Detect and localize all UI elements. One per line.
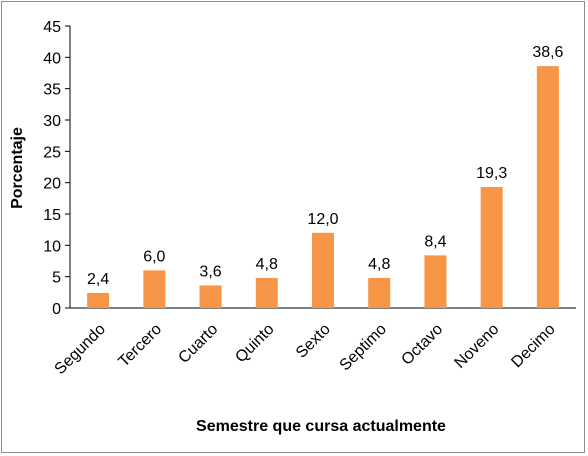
category-label-decimo: Decimo [508, 321, 558, 371]
category-label-quinto: Quinto [232, 321, 277, 366]
category-label-septimo: Septimo [337, 321, 391, 375]
data-label: 4,8 [368, 256, 390, 273]
category-label-sexto: Sexto [293, 321, 334, 362]
y-tick-label: 15 [43, 207, 61, 224]
data-label: 3,6 [199, 263, 221, 280]
y-tick-label: 35 [43, 82, 61, 99]
data-label: 2,4 [87, 271, 109, 288]
category-label-tercero: Tercero [115, 321, 165, 371]
bar-tercero [143, 270, 166, 308]
y-tick-label: 25 [43, 144, 61, 161]
y-tick-label: 30 [43, 113, 61, 130]
data-label: 19,3 [476, 165, 507, 182]
bar-noveno [480, 187, 503, 308]
data-labels: 2,4 6,0 3,6 4,8 12,0 4,8 8,4 19,3 38,6 [87, 44, 564, 288]
y-tick-label: 10 [43, 238, 61, 255]
data-label: 12,0 [307, 211, 338, 228]
bar-octavo [424, 255, 447, 308]
bar-cuarto [199, 285, 222, 308]
data-label: 4,8 [256, 256, 278, 273]
category-label-segundo: Segundo [52, 321, 109, 378]
data-label: 8,4 [424, 233, 446, 250]
y-tick-label: 45 [43, 19, 61, 36]
y-tick-label: 20 [43, 176, 61, 193]
data-label: 38,6 [532, 44, 563, 61]
data-label: 6,0 [143, 248, 165, 265]
x-axis-title: Semestre que cursa actualmente [196, 418, 446, 435]
bars [87, 66, 559, 309]
y-tick-label: 0 [52, 301, 61, 318]
bar-decimo [536, 66, 559, 309]
bar-segundo [87, 292, 110, 308]
y-axis-ticks: 0 5 10 15 20 25 30 35 40 45 [43, 19, 70, 318]
bar-quinto [255, 277, 278, 308]
category-label-noveno: Noveno [451, 321, 502, 372]
y-axis-title: Porcentaje [9, 127, 26, 209]
category-label-octavo: Octavo [398, 321, 446, 369]
y-tick-label: 40 [43, 50, 61, 67]
bar-septimo [368, 277, 391, 308]
category-label-cuarto: Cuarto [175, 321, 221, 367]
y-tick-label: 5 [52, 270, 61, 287]
bar-sexto [312, 232, 334, 308]
category-labels: Segundo Tercero Cuarto Quinto Sexto Septimo Oc… [52, 321, 559, 378]
